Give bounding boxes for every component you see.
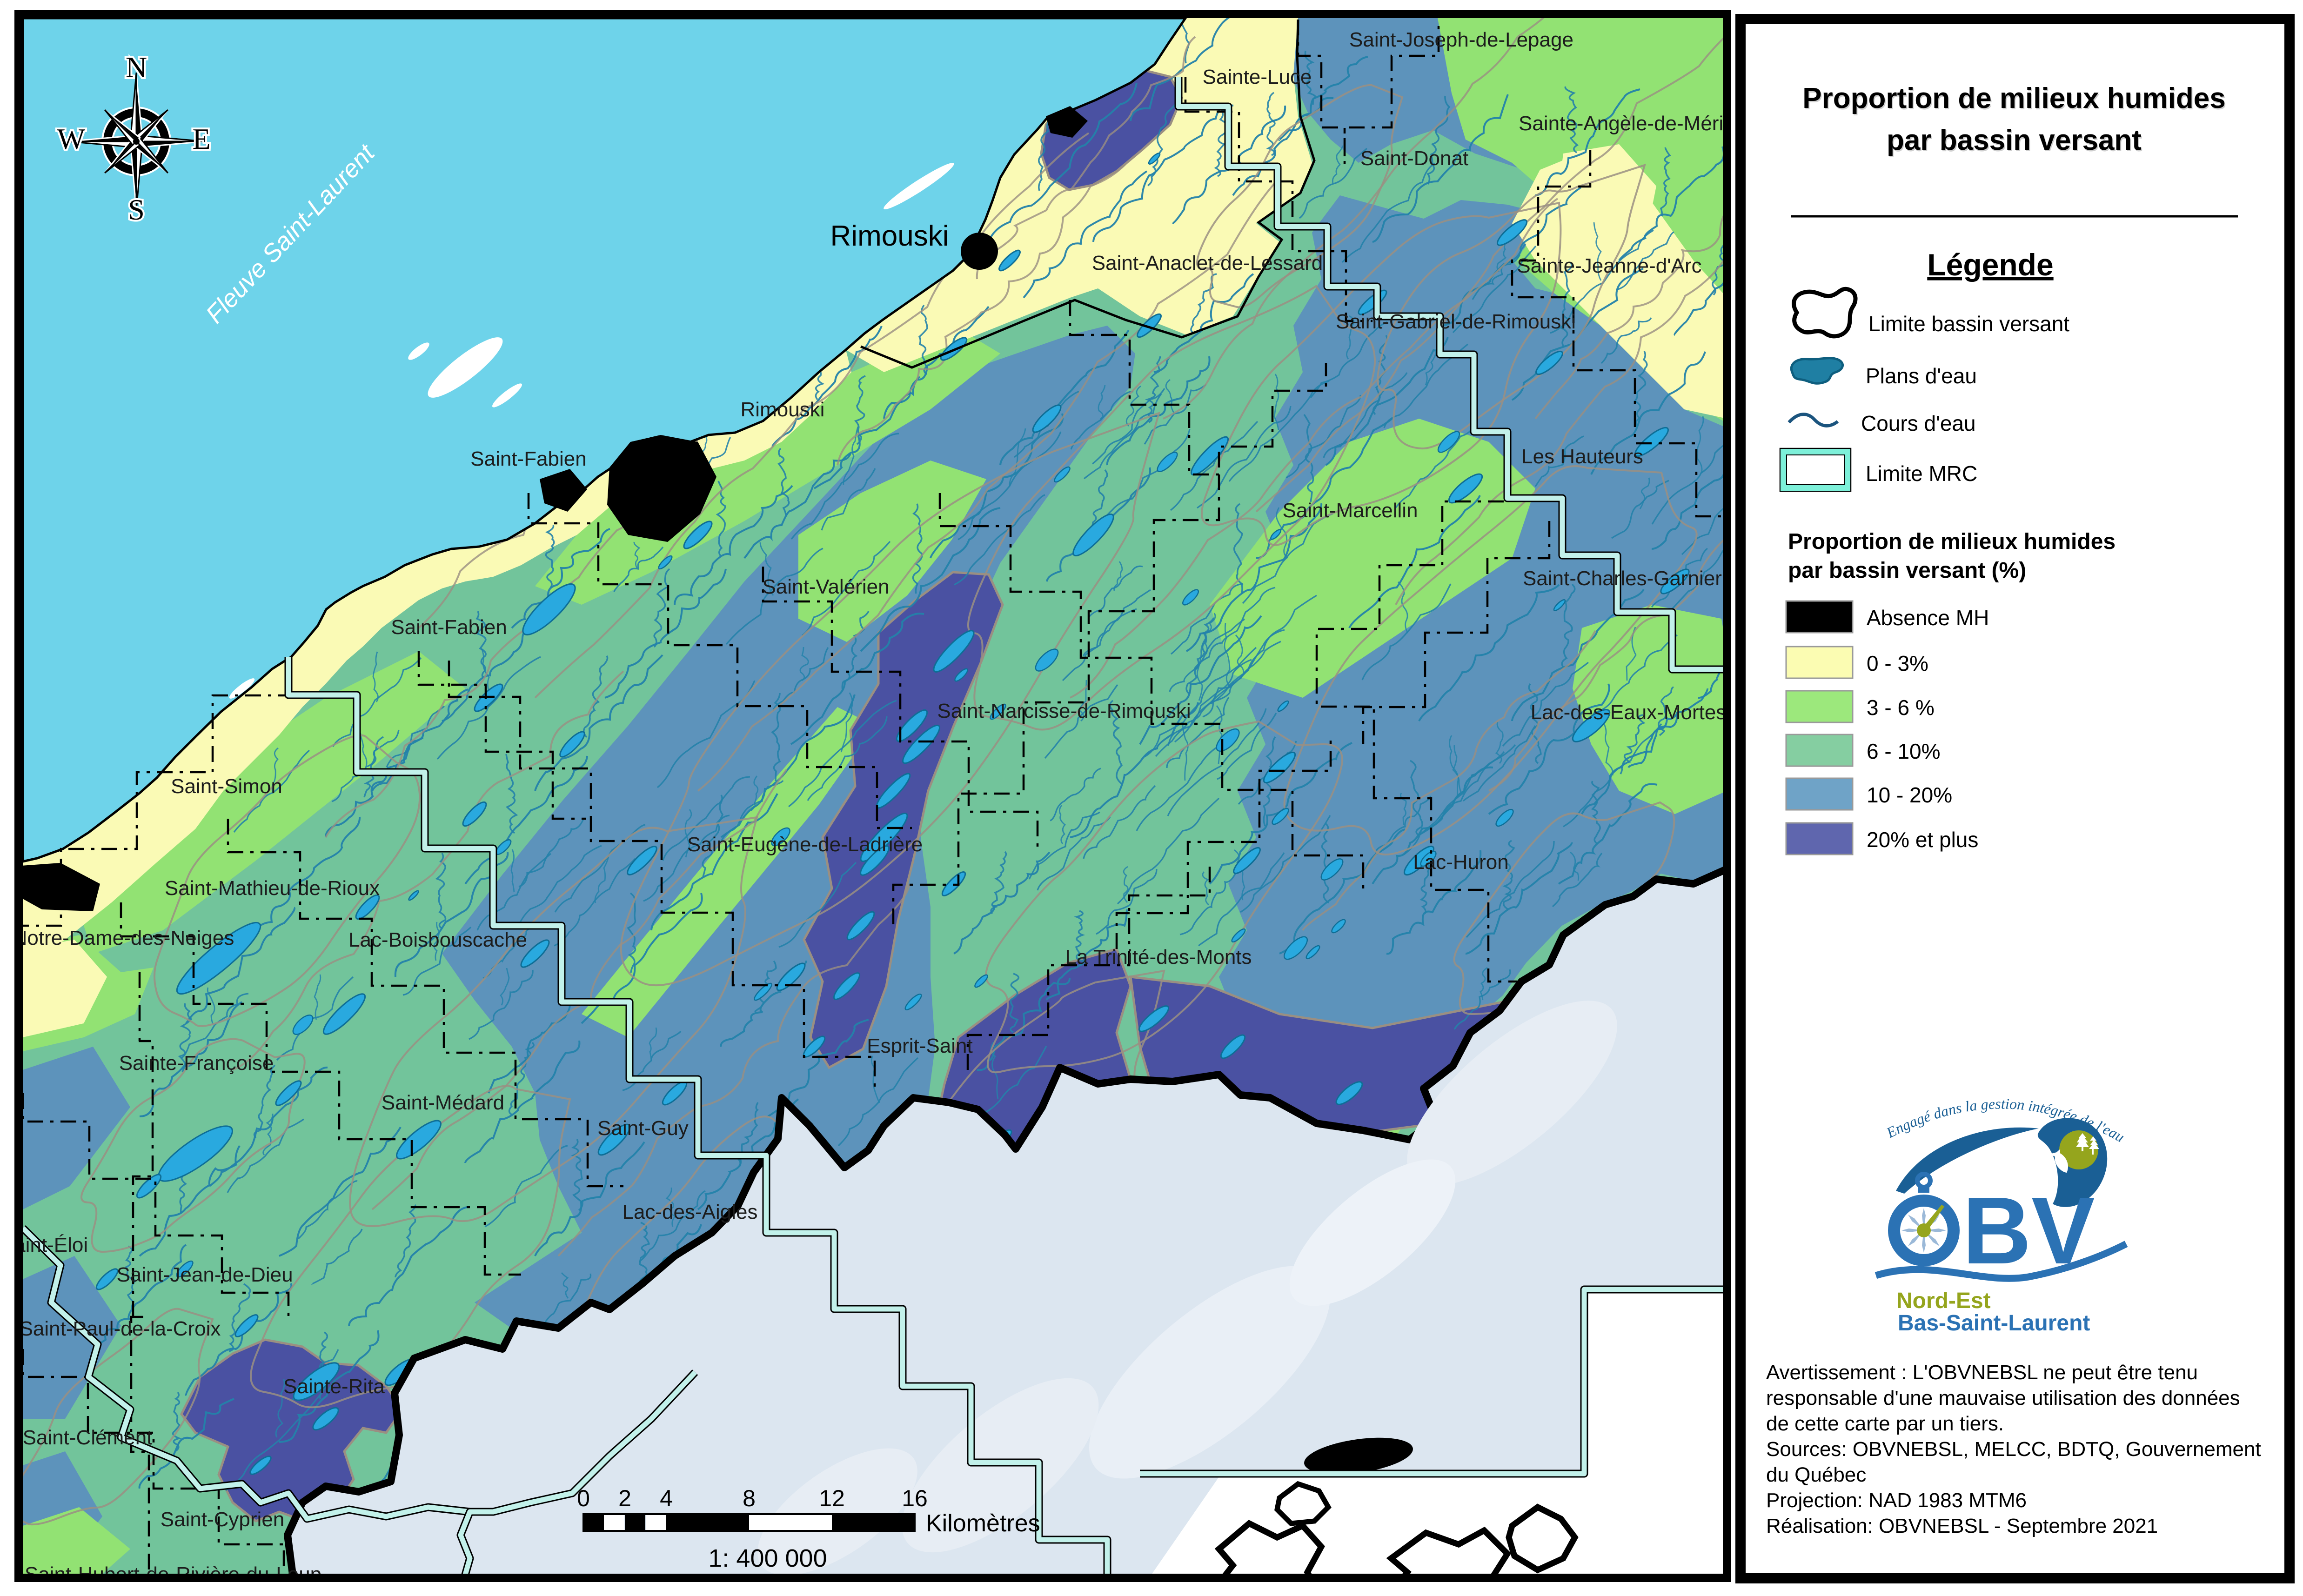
svg-text:Sainte-Rita: Sainte-Rita (283, 1375, 385, 1398)
svg-text:Proportion de milieux humides: Proportion de milieux humides (1803, 84, 2226, 116)
svg-text:E: E (192, 122, 210, 155)
svg-text:Notre-Dame-des-Neiges: Notre-Dame-des-Neiges (13, 927, 234, 949)
svg-text:Lac-des-Aigles: Lac-des-Aigles (622, 1201, 757, 1223)
svg-text:Sainte-Luce: Sainte-Luce (1203, 66, 1312, 88)
svg-text:4: 4 (660, 1485, 673, 1511)
svg-text:S: S (128, 193, 145, 226)
svg-text:Cours d'eau: Cours d'eau (1861, 411, 1976, 435)
svg-text:Saint-Charles-Garnier: Saint-Charles-Garnier (1523, 567, 1722, 590)
svg-text:Sources: OBVNEBSL, MELCC, BDTQ: Sources: OBVNEBSL, MELCC, BDTQ, Gouverne… (1766, 1438, 2261, 1461)
svg-text:Saint-Fabien: Saint-Fabien (391, 616, 507, 639)
svg-text:responsable d'une mauvaise uti: responsable d'une mauvaise utilisation d… (1766, 1387, 2240, 1409)
svg-text:Légende: Légende (1927, 247, 2053, 282)
svg-text:Absence MH: Absence MH (1867, 606, 1989, 630)
svg-text:Lac-Boisbouscache: Lac-Boisbouscache (348, 928, 527, 951)
svg-text:Saint-Clément: Saint-Clément (23, 1426, 153, 1449)
svg-text:Nord-Est: Nord-Est (1896, 1289, 1991, 1313)
svg-text:La Trinité-des-Monts: La Trinité-des-Monts (1065, 946, 1252, 968)
svg-text:Saint-Valérien: Saint-Valérien (762, 575, 889, 598)
svg-text:de cette carte par un tiers.: de cette carte par un tiers. (1766, 1412, 2004, 1435)
svg-text:6 - 10%: 6 - 10% (1867, 739, 1941, 763)
svg-text:par bassin versant: par bassin versant (1888, 126, 2142, 158)
svg-text:Avertissement : L'OBVNEBSL ne: Avertissement : L'OBVNEBSL ne peut être … (1766, 1361, 2198, 1384)
svg-text:Proportion de milieux humides: Proportion de milieux humides (1802, 82, 2225, 114)
svg-text:Saint-Narcisse-de-Rimouski: Saint-Narcisse-de-Rimouski (937, 700, 1191, 722)
svg-text:W: W (57, 122, 86, 155)
svg-text:Proportion de milieux humides: Proportion de milieux humides (1788, 529, 2116, 554)
svg-text:Saint-Cyprien: Saint-Cyprien (161, 1508, 285, 1531)
svg-text:Kilomètres: Kilomètres (926, 1510, 1040, 1537)
svg-text:Limite MRC: Limite MRC (1866, 461, 1977, 486)
svg-text:Plans d'eau: Plans d'eau (1866, 364, 1977, 388)
svg-text:Sainte-Jeanne-d'Arc: Sainte-Jeanne-d'Arc (1517, 254, 1701, 277)
svg-text:Saint-Paul-de-la-Croix: Saint-Paul-de-la-Croix (20, 1317, 221, 1340)
svg-text:B: B (1962, 1177, 2031, 1284)
svg-text:Projection: NAD 1983 MTM6: Projection: NAD 1983 MTM6 (1766, 1489, 2027, 1512)
svg-text:Saint-Jean-de-Dieu: Saint-Jean-de-Dieu (116, 1263, 293, 1286)
svg-text:2: 2 (618, 1485, 631, 1511)
svg-text:12: 12 (819, 1485, 845, 1511)
svg-text:Saint-Gabriel-de-Rimouski: Saint-Gabriel-de-Rimouski (1336, 310, 1576, 333)
svg-text:10 - 20%: 10 - 20% (1867, 783, 1952, 807)
svg-text:Saint-Joseph-de-Lepage: Saint-Joseph-de-Lepage (1349, 28, 1573, 51)
svg-text:0: 0 (577, 1485, 590, 1511)
svg-text:Esprit-Saint: Esprit-Saint (867, 1035, 972, 1057)
svg-text:par bassin versant: par bassin versant (1887, 124, 2142, 156)
svg-text:Lac-Huron: Lac-Huron (1413, 851, 1508, 874)
svg-text:3 - 6 %: 3 - 6 % (1867, 695, 1935, 720)
svg-text:Saint-Donat: Saint-Donat (1360, 147, 1468, 170)
svg-text:Saint-Anaclet-de-Lessard: Saint-Anaclet-de-Lessard (1092, 252, 1323, 274)
svg-text:Bas-Saint-Laurent: Bas-Saint-Laurent (1898, 1311, 2090, 1336)
svg-text:Sainte-Françoise: Sainte-Françoise (119, 1052, 274, 1075)
svg-text:Sainte-Angèle-de-Mérici: Sainte-Angèle-de-Mérici (1519, 112, 1738, 135)
svg-text:Les Hauteurs: Les Hauteurs (1521, 445, 1643, 468)
svg-text:Rimouski: Rimouski (741, 398, 825, 421)
svg-text:Saint-Médard: Saint-Médard (382, 1091, 504, 1114)
svg-text:du Québec: du Québec (1766, 1463, 1866, 1486)
svg-text:Limite bassin versant: Limite bassin versant (1868, 312, 2069, 336)
svg-text:Saint-Guy: Saint-Guy (597, 1117, 689, 1140)
svg-text:Saint-Eugène-de-Ladrière: Saint-Eugène-de-Ladrière (687, 833, 923, 856)
svg-text:Saint-Éloi: Saint-Éloi (0, 1234, 88, 1256)
svg-text:Saint-Marcellin: Saint-Marcellin (1283, 499, 1418, 522)
svg-text:1: 400 000: 1: 400 000 (708, 1544, 827, 1572)
svg-text:par bassin versant (%): par bassin versant (%) (1788, 558, 2026, 583)
svg-text:Saint-Simon: Saint-Simon (171, 775, 282, 798)
svg-text:8: 8 (743, 1485, 756, 1511)
svg-text:Lac-des-Eaux-Mortes: Lac-des-Eaux-Mortes (1531, 701, 1727, 724)
svg-text:Rimouski: Rimouski (830, 220, 949, 252)
svg-text:N: N (126, 51, 147, 84)
svg-text:Réalisation: OBVNEBSL - Septem: Réalisation: OBVNEBSL - Septembre 2021 (1766, 1515, 2158, 1537)
svg-text:Saint-Fabien: Saint-Fabien (470, 447, 586, 470)
svg-text:16: 16 (902, 1485, 928, 1511)
svg-text:Saint-Mathieu-de-Rioux: Saint-Mathieu-de-Rioux (165, 877, 380, 900)
svg-text:0 - 3%: 0 - 3% (1867, 651, 1928, 675)
svg-text:20% et plus: 20% et plus (1867, 828, 1978, 852)
